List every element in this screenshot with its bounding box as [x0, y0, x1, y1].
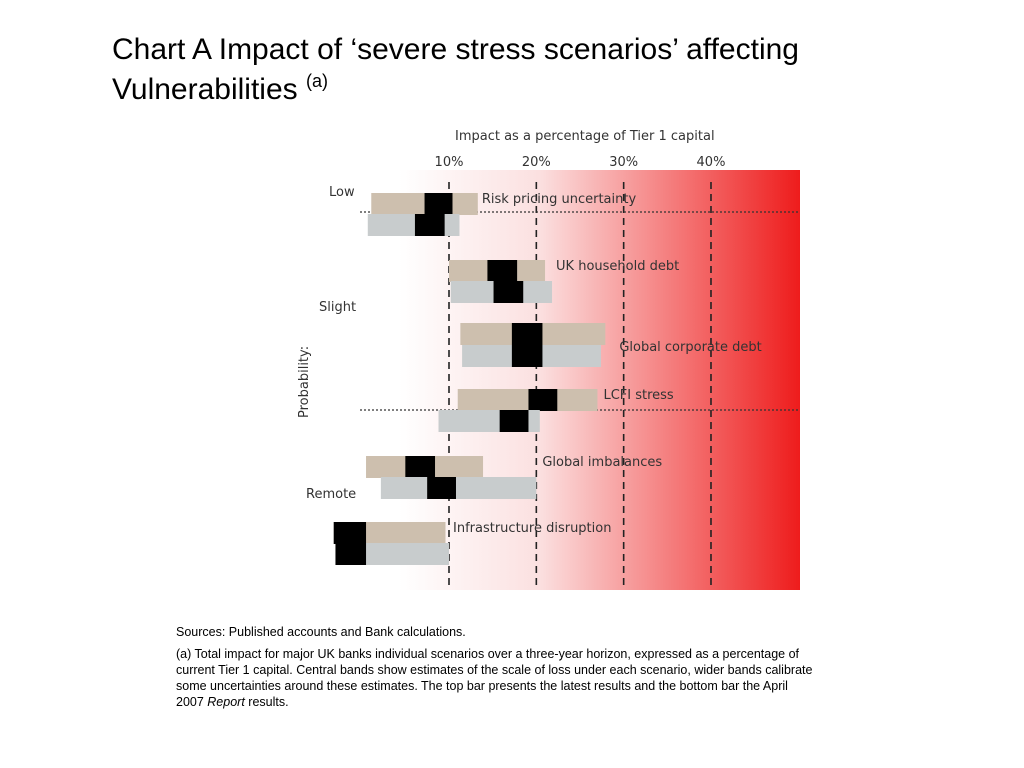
bar-latest-central-3: [528, 389, 558, 411]
sources-note: Sources: Published accounts and Bank cal…: [176, 625, 466, 639]
probability-labels: Low Slight Remote: [306, 185, 356, 502]
bar-latest-central-0: [424, 193, 453, 215]
scenario-label-0: Risk pricing uncertainty: [482, 192, 637, 207]
x-tick-label-20: 20%: [522, 155, 551, 170]
footnote-italic: Report: [207, 695, 245, 709]
title-footnote-marker: (a): [306, 71, 328, 91]
bar-latest-central-5: [333, 522, 367, 544]
bar-previous-central-4: [427, 477, 456, 499]
probability-label-slight: Slight: [319, 300, 356, 315]
bar-previous-outer-0: [367, 214, 460, 236]
stress-scenario-chart: Impact as a percentage of Tier 1 capital…: [297, 129, 800, 590]
probability-label-low: Low: [329, 185, 355, 200]
gridlines: [448, 182, 712, 590]
x-axis-ticks: 10% 20% 30% 40%: [435, 155, 726, 170]
footnote-text: (a) Total impact for major UK banks indi…: [176, 647, 813, 709]
plot-background: [399, 170, 800, 590]
bar-latest-central-4: [405, 456, 436, 478]
x-tick-label-30: 30%: [609, 155, 638, 170]
scenario-label-3: LCFI stress: [603, 388, 673, 403]
x-tick-label-40: 40%: [697, 155, 726, 170]
bar-latest-outer-3: [457, 389, 598, 411]
probability-label-remote: Remote: [306, 487, 356, 502]
bar-previous-central-2: [511, 345, 543, 367]
scenario-label-1: UK household debt: [556, 259, 679, 274]
chart-title-text: Chart A Impact of ‘severe stress scenari…: [112, 33, 799, 106]
chart-title: Chart A Impact of ‘severe stress scenari…: [112, 30, 992, 110]
chart-notes: Sources: Published accounts and Bank cal…: [176, 624, 816, 716]
x-tick-label-10: 10%: [435, 155, 464, 170]
footnote-text-end: results.: [244, 695, 289, 709]
scenario-labels: Risk pricing uncertainty UK household deb…: [453, 192, 762, 536]
bar-previous-central-3: [499, 410, 529, 432]
scenario-bars: [333, 193, 606, 565]
bar-previous-central-1: [493, 281, 524, 303]
scenario-label-4: Global imbalances: [542, 455, 662, 470]
bar-previous-central-5: [335, 543, 367, 565]
y-axis-title: Probability:: [297, 346, 312, 418]
bar-previous-central-0: [414, 214, 445, 236]
footnote: (a) Total impact for major UK banks indi…: [176, 646, 816, 710]
bar-latest-central-2: [511, 323, 543, 345]
scenario-label-2: Global corporate debt: [619, 340, 761, 355]
x-axis-title: Impact as a percentage of Tier 1 capital: [455, 129, 715, 144]
bar-previous-outer-4: [380, 477, 537, 499]
bar-latest-central-1: [487, 260, 518, 282]
scenario-label-5: Infrastructure disruption: [453, 521, 611, 536]
